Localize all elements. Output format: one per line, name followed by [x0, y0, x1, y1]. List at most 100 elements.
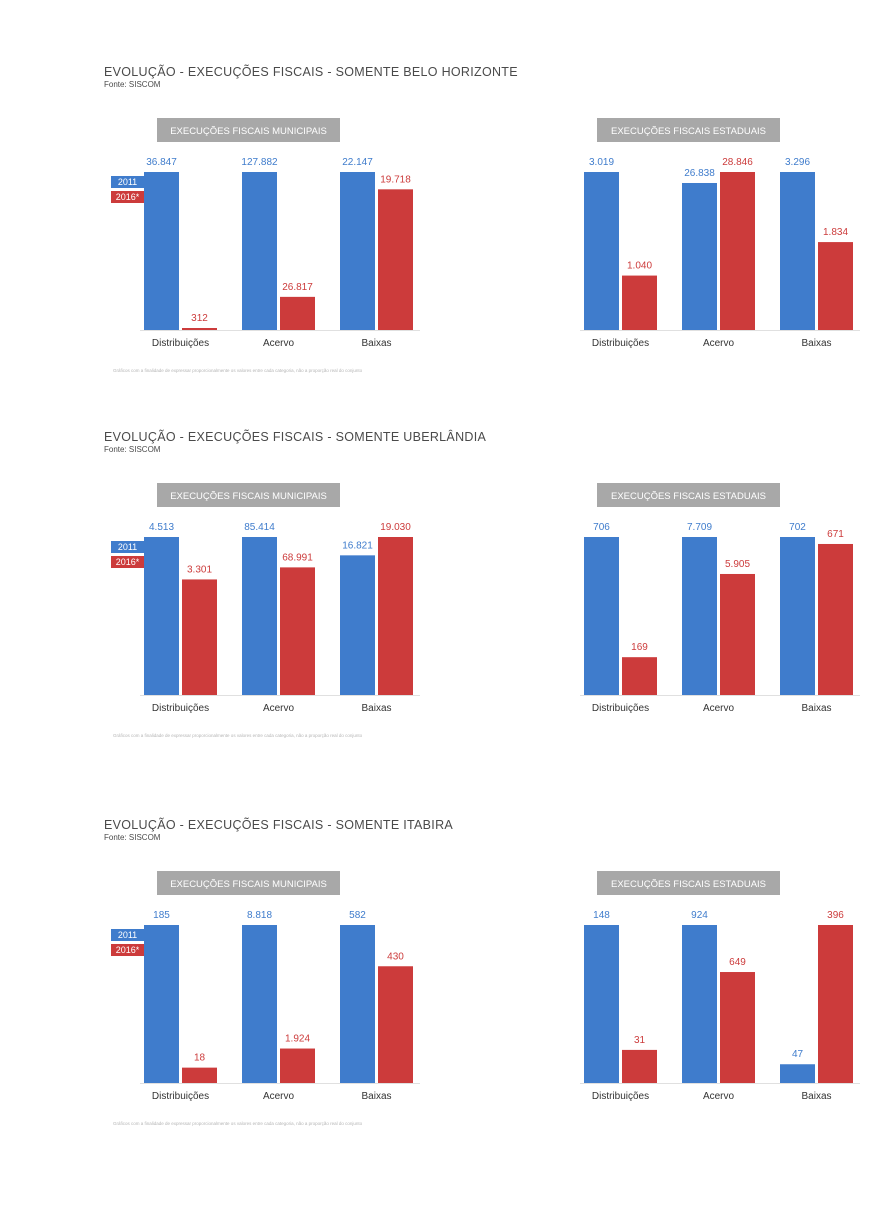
bar-2016-2: [818, 543, 853, 695]
bar-value-label: 3.019: [589, 157, 614, 168]
chart-header-box: [157, 483, 340, 507]
chart-estadual: EXECUÇÕES FISCAIS ESTADUAIS 706 169 Distrib…: [580, 483, 860, 714]
chart-header-box: [157, 118, 340, 142]
bar-value-label: 1.040: [627, 261, 652, 272]
category-label: Acervo: [263, 338, 295, 349]
bar-value-label: 582: [349, 910, 366, 921]
bar-2016-0: [182, 328, 217, 330]
bar-2011-0: [584, 925, 619, 1083]
bar-value-label: 47: [792, 1049, 804, 1060]
legend-2016: 2016*: [111, 556, 144, 568]
chart-title: EXECUÇÕES FISCAIS MUNICIPAIS: [170, 879, 327, 890]
bar-2011-1: [242, 172, 277, 330]
bar-2011-2: [780, 537, 815, 695]
section-title: EVOLUÇÃO - EXECUÇÕES FISCAIS - SOMENTE I…: [104, 818, 454, 832]
section-source: Fonte: SISCOM: [104, 445, 161, 454]
chart-header-box: [597, 483, 780, 507]
chart-estadual: EXECUÇÕES FISCAIS ESTADUAIS 148 31 Distribu…: [580, 871, 860, 1102]
category-label: Acervo: [263, 1091, 295, 1102]
bar-2011-0: [584, 537, 619, 695]
bar-2016-1: [280, 296, 315, 330]
bar-value-label: 5.905: [725, 559, 750, 570]
chart-estadual: EXECUÇÕES FISCAIS ESTADUAIS 3.019 1.040 Dis…: [580, 118, 860, 349]
section-itabira: EVOLUÇÃO - EXECUÇÕES FISCAIS - SOMENTE I…: [0, 818, 879, 1208]
legend-2011: 2011: [111, 929, 144, 941]
bar-2011-0: [144, 925, 179, 1083]
chart-title: EXECUÇÕES FISCAIS MUNICIPAIS: [170, 126, 327, 137]
legend-2011: 2011: [111, 176, 144, 188]
bar-value-label: 3.301: [187, 564, 212, 575]
bar-value-label: 22.147: [342, 157, 373, 168]
bar-value-label: 430: [387, 951, 404, 962]
section-title: EVOLUÇÃO - EXECUÇÕES FISCAIS - SOMENTE U…: [104, 430, 487, 444]
section-title: EVOLUÇÃO - EXECUÇÕES FISCAIS - SOMENTE B…: [104, 65, 518, 79]
chart-header-box: [597, 118, 780, 142]
bar-value-label: 127.882: [241, 157, 278, 168]
category-label: Baixas: [801, 703, 831, 714]
bar-value-label: 185: [153, 910, 170, 921]
chart-header-box: [597, 871, 780, 895]
category-label: Acervo: [703, 703, 735, 714]
bar-value-label: 26.817: [282, 282, 313, 293]
bar-value-label: 85.414: [244, 522, 275, 533]
bar-2016-2: [378, 537, 413, 695]
category-label: Baixas: [801, 338, 831, 349]
bar-value-label: 649: [729, 957, 746, 968]
bar-2016-2: [818, 242, 853, 330]
section-note: Gráficos com a finalidade de expressar p…: [113, 368, 363, 373]
category-label: Distribuições: [152, 1091, 209, 1102]
bar-2011-2: [340, 925, 375, 1083]
chart-municipal: EXECUÇÕES FISCAIS MUNICIPAIS 36.847 312 Dis…: [140, 118, 420, 349]
bar-value-label: 16.821: [342, 540, 373, 551]
bar-value-label: 68.991: [282, 552, 313, 563]
category-label: Distribuições: [152, 703, 209, 714]
chart-title: EXECUÇÕES FISCAIS ESTADUAIS: [611, 491, 766, 502]
bar-value-label: 19.718: [380, 174, 411, 185]
section-note: Gráficos com a finalidade de expressar p…: [113, 1121, 363, 1126]
bar-value-label: 1.924: [285, 1034, 310, 1045]
bar-2011-1: [242, 537, 277, 695]
bar-2011-1: [682, 925, 717, 1083]
legend-2011: 2011: [111, 541, 144, 553]
chart-municipal: EXECUÇÕES FISCAIS MUNICIPAIS 4.513 3.301 Di…: [140, 483, 420, 714]
bar-value-label: 36.847: [146, 157, 177, 168]
category-label: Distribuições: [592, 703, 649, 714]
bar-2011-0: [144, 537, 179, 695]
section-uberlandia: EVOLUÇÃO - EXECUÇÕES FISCAIS - SOMENTE U…: [0, 430, 879, 820]
bar-2016-1: [720, 972, 755, 1083]
category-label: Acervo: [263, 703, 295, 714]
bar-2016-2: [818, 925, 853, 1083]
bar-value-label: 148: [593, 910, 610, 921]
bar-2011-0: [144, 172, 179, 330]
bar-2011-1: [682, 537, 717, 695]
bar-2011-1: [242, 925, 277, 1083]
bar-2016-0: [622, 1049, 657, 1083]
category-label: Baixas: [361, 1091, 391, 1102]
bar-2016-1: [720, 573, 755, 695]
bar-value-label: 706: [593, 522, 610, 533]
bar-2016-0: [182, 1067, 217, 1083]
section-source: Fonte: SISCOM: [104, 80, 161, 89]
bar-2011-2: [780, 172, 815, 330]
bar-value-label: 671: [827, 529, 844, 540]
bar-value-label: 3.296: [785, 157, 810, 168]
bar-value-label: 8.818: [247, 910, 272, 921]
bar-2011-0: [584, 172, 619, 330]
chart-title: EXECUÇÕES FISCAIS ESTADUAIS: [611, 126, 766, 137]
bar-2011-2: [780, 1064, 815, 1083]
section-source: Fonte: SISCOM: [104, 833, 161, 842]
section-note: Gráficos com a finalidade de expressar p…: [113, 733, 363, 738]
bar-2016-1: [280, 1048, 315, 1083]
bar-2016-1: [280, 567, 315, 695]
bar-value-label: 169: [631, 642, 648, 653]
category-label: Distribuições: [592, 1091, 649, 1102]
bar-value-label: 396: [827, 910, 844, 921]
bar-2016-0: [182, 579, 217, 695]
bar-2016-0: [622, 657, 657, 695]
section-belo-horizonte: EVOLUÇÃO - EXECUÇÕES FISCAIS - SOMENTE B…: [0, 65, 879, 455]
bar-value-label: 31: [634, 1035, 646, 1046]
category-label: Baixas: [361, 703, 391, 714]
bar-value-label: 1.834: [823, 227, 848, 238]
bar-2016-0: [622, 275, 657, 330]
category-label: Baixas: [801, 1091, 831, 1102]
